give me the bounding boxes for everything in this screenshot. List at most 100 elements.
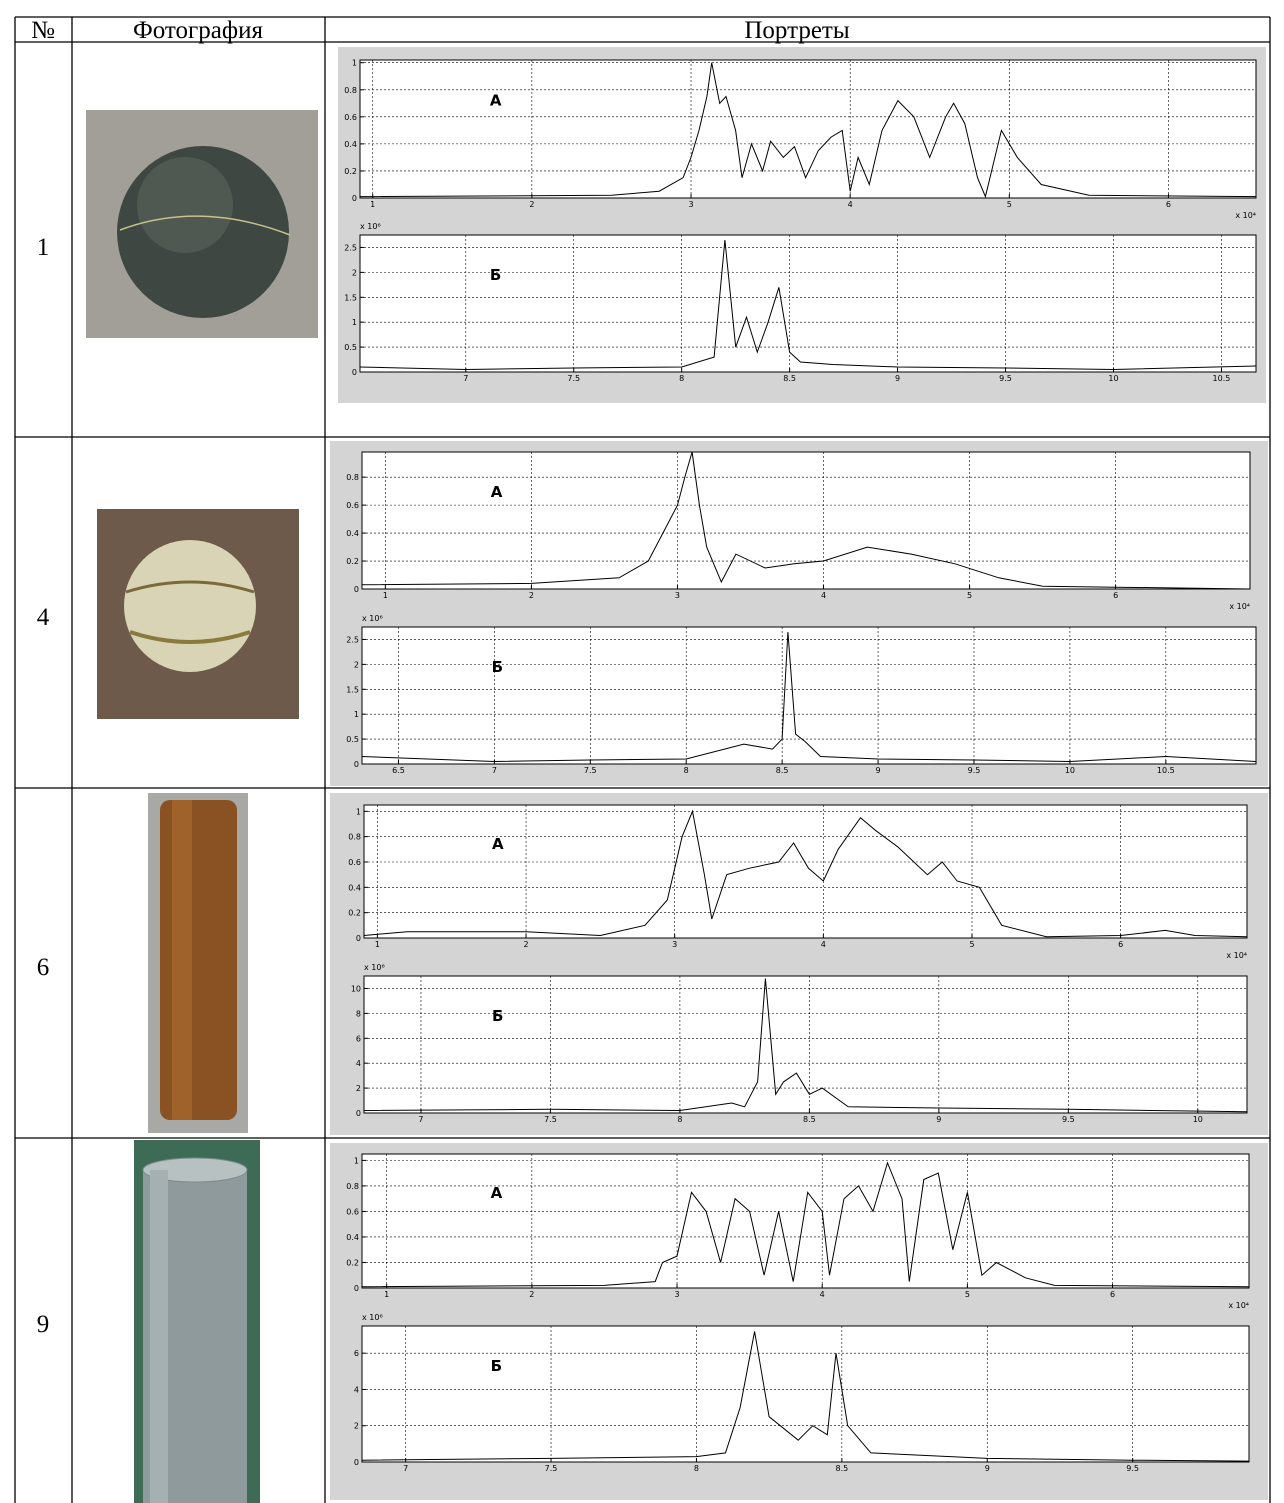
y-tick-label: 2.5 [344, 243, 357, 252]
y-tick-label: 1 [354, 710, 359, 719]
y-tick-label: 2 [354, 1422, 359, 1431]
y-tick-label: 0.2 [344, 167, 357, 176]
photo-gray-tube [134, 1140, 260, 1503]
x-multiplier: x 10⁴ [1226, 951, 1247, 960]
x-tick-label: 5 [967, 591, 972, 600]
x-multiplier: x 10⁴ [1235, 211, 1256, 220]
y-tick-label: 1 [352, 318, 357, 327]
x-tick-label: 4 [848, 200, 853, 209]
y-tick-label: 1.5 [346, 685, 359, 694]
y-tick-label: 0.8 [346, 473, 359, 482]
y-tick-label: 0 [354, 585, 359, 594]
x-tick-label: 4 [821, 940, 826, 949]
y-tick-label: 2 [356, 1084, 361, 1093]
x-tick-label: 8 [677, 1115, 682, 1124]
y-tick-label: 0 [354, 760, 359, 769]
x-tick-label: 8.5 [783, 374, 796, 383]
y-tick-label: 0.6 [346, 501, 359, 510]
x-tick-label: 8.5 [803, 1115, 816, 1124]
page: № Фотография Портреты 1 4 6 9 12345600.2… [0, 0, 1284, 1503]
y-tick-label: 0.4 [348, 883, 361, 892]
y-tick-label: 6 [356, 1034, 361, 1043]
plot-area [360, 60, 1256, 198]
x-tick-label: 9.5 [1062, 1115, 1075, 1124]
x-tick-label: 2 [529, 1290, 534, 1299]
panel-label: А [492, 835, 504, 853]
x-tick-label: 10 [1108, 374, 1118, 383]
x-tick-label: 2 [529, 200, 534, 209]
panel-label: Б [491, 1357, 502, 1375]
x-tick-label: 1 [384, 1290, 389, 1299]
panel-label: Б [492, 658, 503, 676]
x-tick-label: 9 [895, 374, 900, 383]
x-tick-label: 7 [463, 374, 468, 383]
plot-area [362, 1154, 1249, 1288]
y-tick-label: 0 [356, 1109, 361, 1118]
x-tick-label: 7 [492, 766, 497, 775]
y-tick-label: 0.4 [346, 529, 359, 538]
y-tick-label: 0.8 [346, 1182, 359, 1191]
y-multiplier: x 10⁶ [360, 222, 381, 231]
x-tick-label: 9.5 [1126, 1464, 1139, 1473]
x-tick-label: 8 [694, 1464, 699, 1473]
x-tick-label: 2 [523, 940, 528, 949]
row-number: 9 [37, 1311, 50, 1338]
y-tick-label: 0.2 [348, 909, 361, 918]
y-tick-label: 6 [354, 1349, 359, 1358]
x-tick-label: 9 [876, 766, 881, 775]
x-tick-label: 8 [679, 374, 684, 383]
y-tick-label: 0 [352, 368, 357, 377]
y-tick-label: 0.6 [344, 113, 357, 122]
x-tick-label: 10.5 [1157, 766, 1175, 775]
photo-rusty-cylinder [148, 793, 248, 1133]
y-tick-label: 1 [352, 59, 357, 68]
x-tick-label: 9 [985, 1464, 990, 1473]
x-tick-label: 6 [1118, 940, 1123, 949]
y-tick-label: 0.6 [346, 1207, 359, 1216]
x-tick-label: 6 [1113, 591, 1118, 600]
y-tick-label: 0 [354, 1284, 359, 1293]
x-tick-label: 7.5 [544, 1115, 557, 1124]
x-tick-label: 3 [674, 1290, 679, 1299]
x-tick-label: 3 [672, 940, 677, 949]
y-tick-label: 0.5 [346, 735, 359, 744]
x-tick-label: 5 [969, 940, 974, 949]
panel-label: Б [492, 1007, 503, 1025]
y-multiplier: x 10⁶ [362, 614, 383, 623]
x-tick-label: 6.5 [392, 766, 405, 775]
x-tick-label: 1 [370, 200, 375, 209]
x-tick-label: 10 [1065, 766, 1075, 775]
x-tick-label: 8 [684, 766, 689, 775]
header-cell: Фотография [133, 17, 263, 44]
plot-area [364, 805, 1247, 938]
x-tick-label: 2 [529, 591, 534, 600]
photo-sphere-light [97, 509, 299, 719]
x-tick-label: 6 [1110, 1290, 1115, 1299]
y-tick-label: 1 [354, 1156, 359, 1165]
x-tick-label: 3 [688, 200, 693, 209]
y-tick-label: 0.6 [348, 858, 361, 867]
y-tick-label: 0.8 [348, 833, 361, 842]
x-multiplier: x 10⁴ [1228, 1301, 1249, 1310]
y-tick-label: 0 [356, 934, 361, 943]
x-tick-label: 5 [965, 1290, 970, 1299]
plot-area [362, 452, 1250, 589]
x-tick-label: 10 [1193, 1115, 1203, 1124]
panel-label: А [491, 483, 503, 501]
x-tick-label: 7.5 [584, 766, 597, 775]
x-tick-label: 4 [820, 1290, 825, 1299]
plot-area [360, 235, 1256, 372]
x-tick-label: 7 [403, 1464, 408, 1473]
x-tick-label: 6 [1166, 200, 1171, 209]
photo-sphere-dark [86, 110, 318, 338]
x-tick-label: 9.5 [999, 374, 1012, 383]
x-tick-label: 5 [1007, 200, 1012, 209]
y-tick-label: 1.5 [344, 293, 357, 302]
x-tick-label: 7.5 [567, 374, 580, 383]
x-tick-label: 1 [383, 591, 388, 600]
y-tick-label: 0.4 [344, 140, 357, 149]
panel-label: А [491, 1184, 503, 1202]
row-number: 4 [37, 604, 50, 631]
x-tick-label: 8.5 [776, 766, 789, 775]
y-tick-label: 0.2 [346, 1258, 359, 1267]
